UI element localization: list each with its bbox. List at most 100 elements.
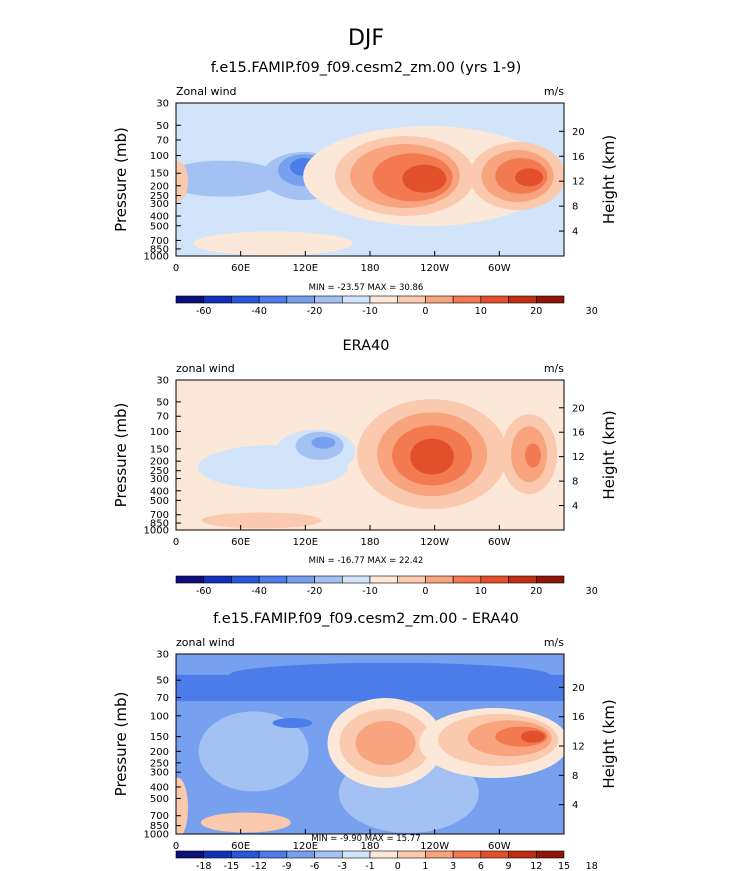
x-tick-label: 120E <box>293 263 318 274</box>
field-negative <box>311 436 336 449</box>
panel-title: f.e15.FAMIP.f09_f09.cesm2_zm.00 - ERA40 <box>213 611 519 627</box>
field-positive <box>524 443 541 468</box>
y-axis-title: Pressure (mb) <box>112 692 130 797</box>
colorbar-swatch <box>231 295 260 304</box>
y-tick-label: 300 <box>150 474 169 485</box>
y-tick-label: 30 <box>156 650 169 661</box>
contour-field <box>176 380 564 530</box>
colorbar-swatch <box>258 295 288 304</box>
height-tick-label: 20 <box>572 403 585 414</box>
field-positive <box>515 168 544 187</box>
colorbar-swatch <box>286 295 315 304</box>
x-tick-label: 120W <box>420 263 449 274</box>
colorbar-swatch <box>341 850 371 859</box>
y-tick-label: 150 <box>150 732 169 743</box>
field-positive <box>402 164 447 193</box>
y-tick-label: 400 <box>150 782 169 793</box>
x-tick-label: 120W <box>420 537 449 548</box>
colorbar-label: 18 <box>586 861 598 871</box>
colorbar-label: -60 <box>196 586 212 597</box>
x-tick-label: 60W <box>488 841 511 852</box>
colorbar-label: -1 <box>365 861 374 871</box>
y-tick-label: 850 <box>150 519 169 530</box>
colorbar-label: -10 <box>362 586 378 597</box>
height-tick-label: 16 <box>572 428 585 439</box>
y-tick-label: 150 <box>150 169 169 180</box>
y-tick-label: 200 <box>150 181 169 192</box>
colorbar-label: -20 <box>307 586 323 597</box>
y-tick-label: 1000 <box>144 830 169 841</box>
x-tick-label: 120E <box>293 841 318 852</box>
colorbar-swatch <box>369 850 399 859</box>
field-label: Zonal wind <box>176 85 237 98</box>
y-tick-label: 100 <box>150 151 169 162</box>
x-tick-label: 180 <box>360 841 379 852</box>
field-label: zonal wind <box>176 636 235 649</box>
x-tick-label: 0 <box>173 263 179 274</box>
field-positive <box>520 730 545 743</box>
height-tick-label: 20 <box>572 127 585 138</box>
field-negative <box>176 160 283 197</box>
y-tick-label: 850 <box>150 821 169 832</box>
height-tick-label: 4 <box>572 800 578 811</box>
colorbar-swatch <box>397 295 426 304</box>
colorbar-label: -20 <box>307 306 323 317</box>
y-tick-label: 1000 <box>144 252 169 263</box>
panel-1: f.e15.FAMIP.f09_f09.cesm2_zm.00 (yrs 1-9… <box>112 60 618 317</box>
colorbar-swatch <box>508 575 537 584</box>
y-tick-label: 300 <box>150 199 169 210</box>
height-tick-label: 12 <box>572 452 585 463</box>
colorbar-label: 9 <box>506 861 512 871</box>
y-tick-label: 100 <box>150 711 169 722</box>
y-tick-label: 400 <box>150 486 169 497</box>
y-tick-label: 500 <box>150 794 169 805</box>
y-tick-label: 200 <box>150 747 169 758</box>
colorbar-swatch <box>425 850 454 859</box>
colorbar-swatch <box>480 295 509 304</box>
colorbar-swatch <box>231 575 260 584</box>
colorbar-swatch <box>175 850 205 859</box>
stats-label: MIN = -9.90 MAX = 15.77 <box>311 834 420 844</box>
x-tick-label: 120E <box>293 537 318 548</box>
colorbar-swatch <box>369 295 399 304</box>
x-tick-label: 60W <box>488 263 511 274</box>
contour-field <box>176 654 564 834</box>
y-tick-label: 100 <box>150 427 169 438</box>
height-tick-label: 16 <box>572 152 585 163</box>
units-label: m/s <box>544 362 564 375</box>
x-tick-label: 180 <box>360 263 379 274</box>
colorbar-label: 20 <box>530 586 542 597</box>
y-tick-label: 200 <box>150 457 169 468</box>
colorbar-swatch <box>397 850 426 859</box>
x-tick-label: 0 <box>173 537 179 548</box>
y-tick-label: 30 <box>156 376 169 387</box>
y-tick-label: 1000 <box>144 526 169 537</box>
colorbar-label: 15 <box>558 861 570 871</box>
field-negative <box>198 711 309 792</box>
y-tick-label: 500 <box>150 221 169 232</box>
colorbar-label: -9 <box>282 861 291 871</box>
height-tick-label: 8 <box>572 477 578 488</box>
height-tick-label: 8 <box>572 771 578 782</box>
y-tick-label: 50 <box>156 676 169 687</box>
colorbar-swatch <box>286 850 315 859</box>
panel-title: ERA40 <box>342 338 389 354</box>
colorbar-swatch <box>231 850 260 859</box>
colorbar-swatch <box>535 295 565 304</box>
y-tick-label: 300 <box>150 768 169 779</box>
height-tick-label: 8 <box>572 202 578 213</box>
colorbar-label: 20 <box>530 306 542 317</box>
y-tick-label: 70 <box>156 412 169 423</box>
y-tick-label: 700 <box>150 811 169 822</box>
colorbar-swatch <box>314 295 343 304</box>
colorbar-label: 0 <box>422 306 428 317</box>
contour-field <box>176 103 564 256</box>
height-tick-label: 12 <box>572 742 585 753</box>
colorbar-label: -40 <box>251 306 267 317</box>
y-tick-label: 70 <box>156 693 169 704</box>
stats-label: MIN = -23.57 MAX = 30.86 <box>309 283 424 293</box>
y-axis-title: Pressure (mb) <box>112 403 130 508</box>
colorbar-swatch <box>203 575 232 584</box>
colorbar-swatch <box>535 850 565 859</box>
colorbar-label: 30 <box>586 586 598 597</box>
